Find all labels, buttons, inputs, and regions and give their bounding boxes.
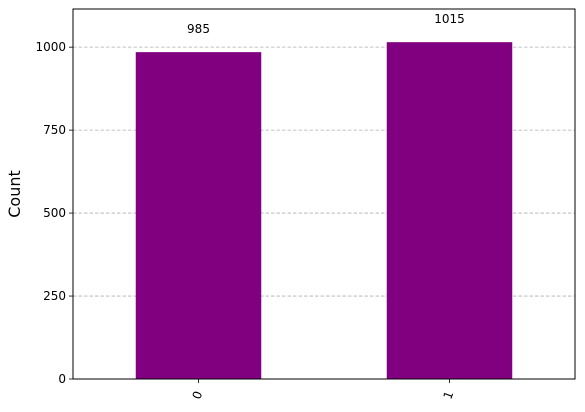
plot-frame [72, 8, 576, 380]
y-tick-label: 1000 [35, 40, 66, 54]
bar-value-label: 1015 [434, 12, 465, 26]
bar-value-label: 985 [187, 22, 210, 36]
y-axis-ticks: 0 250 500 750 1000 [35, 40, 73, 386]
y-tick-label: 500 [43, 206, 66, 220]
bars [135, 42, 513, 380]
y-tick-label: 250 [43, 289, 66, 303]
bar [386, 42, 513, 379]
x-tick-label: 0 [190, 389, 206, 401]
y-tick-label: 750 [43, 123, 66, 137]
bar [135, 52, 262, 380]
y-tick-label: 0 [58, 372, 66, 386]
data-labels: 985 1015 [187, 12, 465, 36]
y-axis-label: Count [5, 170, 24, 218]
x-tick-label: 1 [441, 389, 457, 401]
